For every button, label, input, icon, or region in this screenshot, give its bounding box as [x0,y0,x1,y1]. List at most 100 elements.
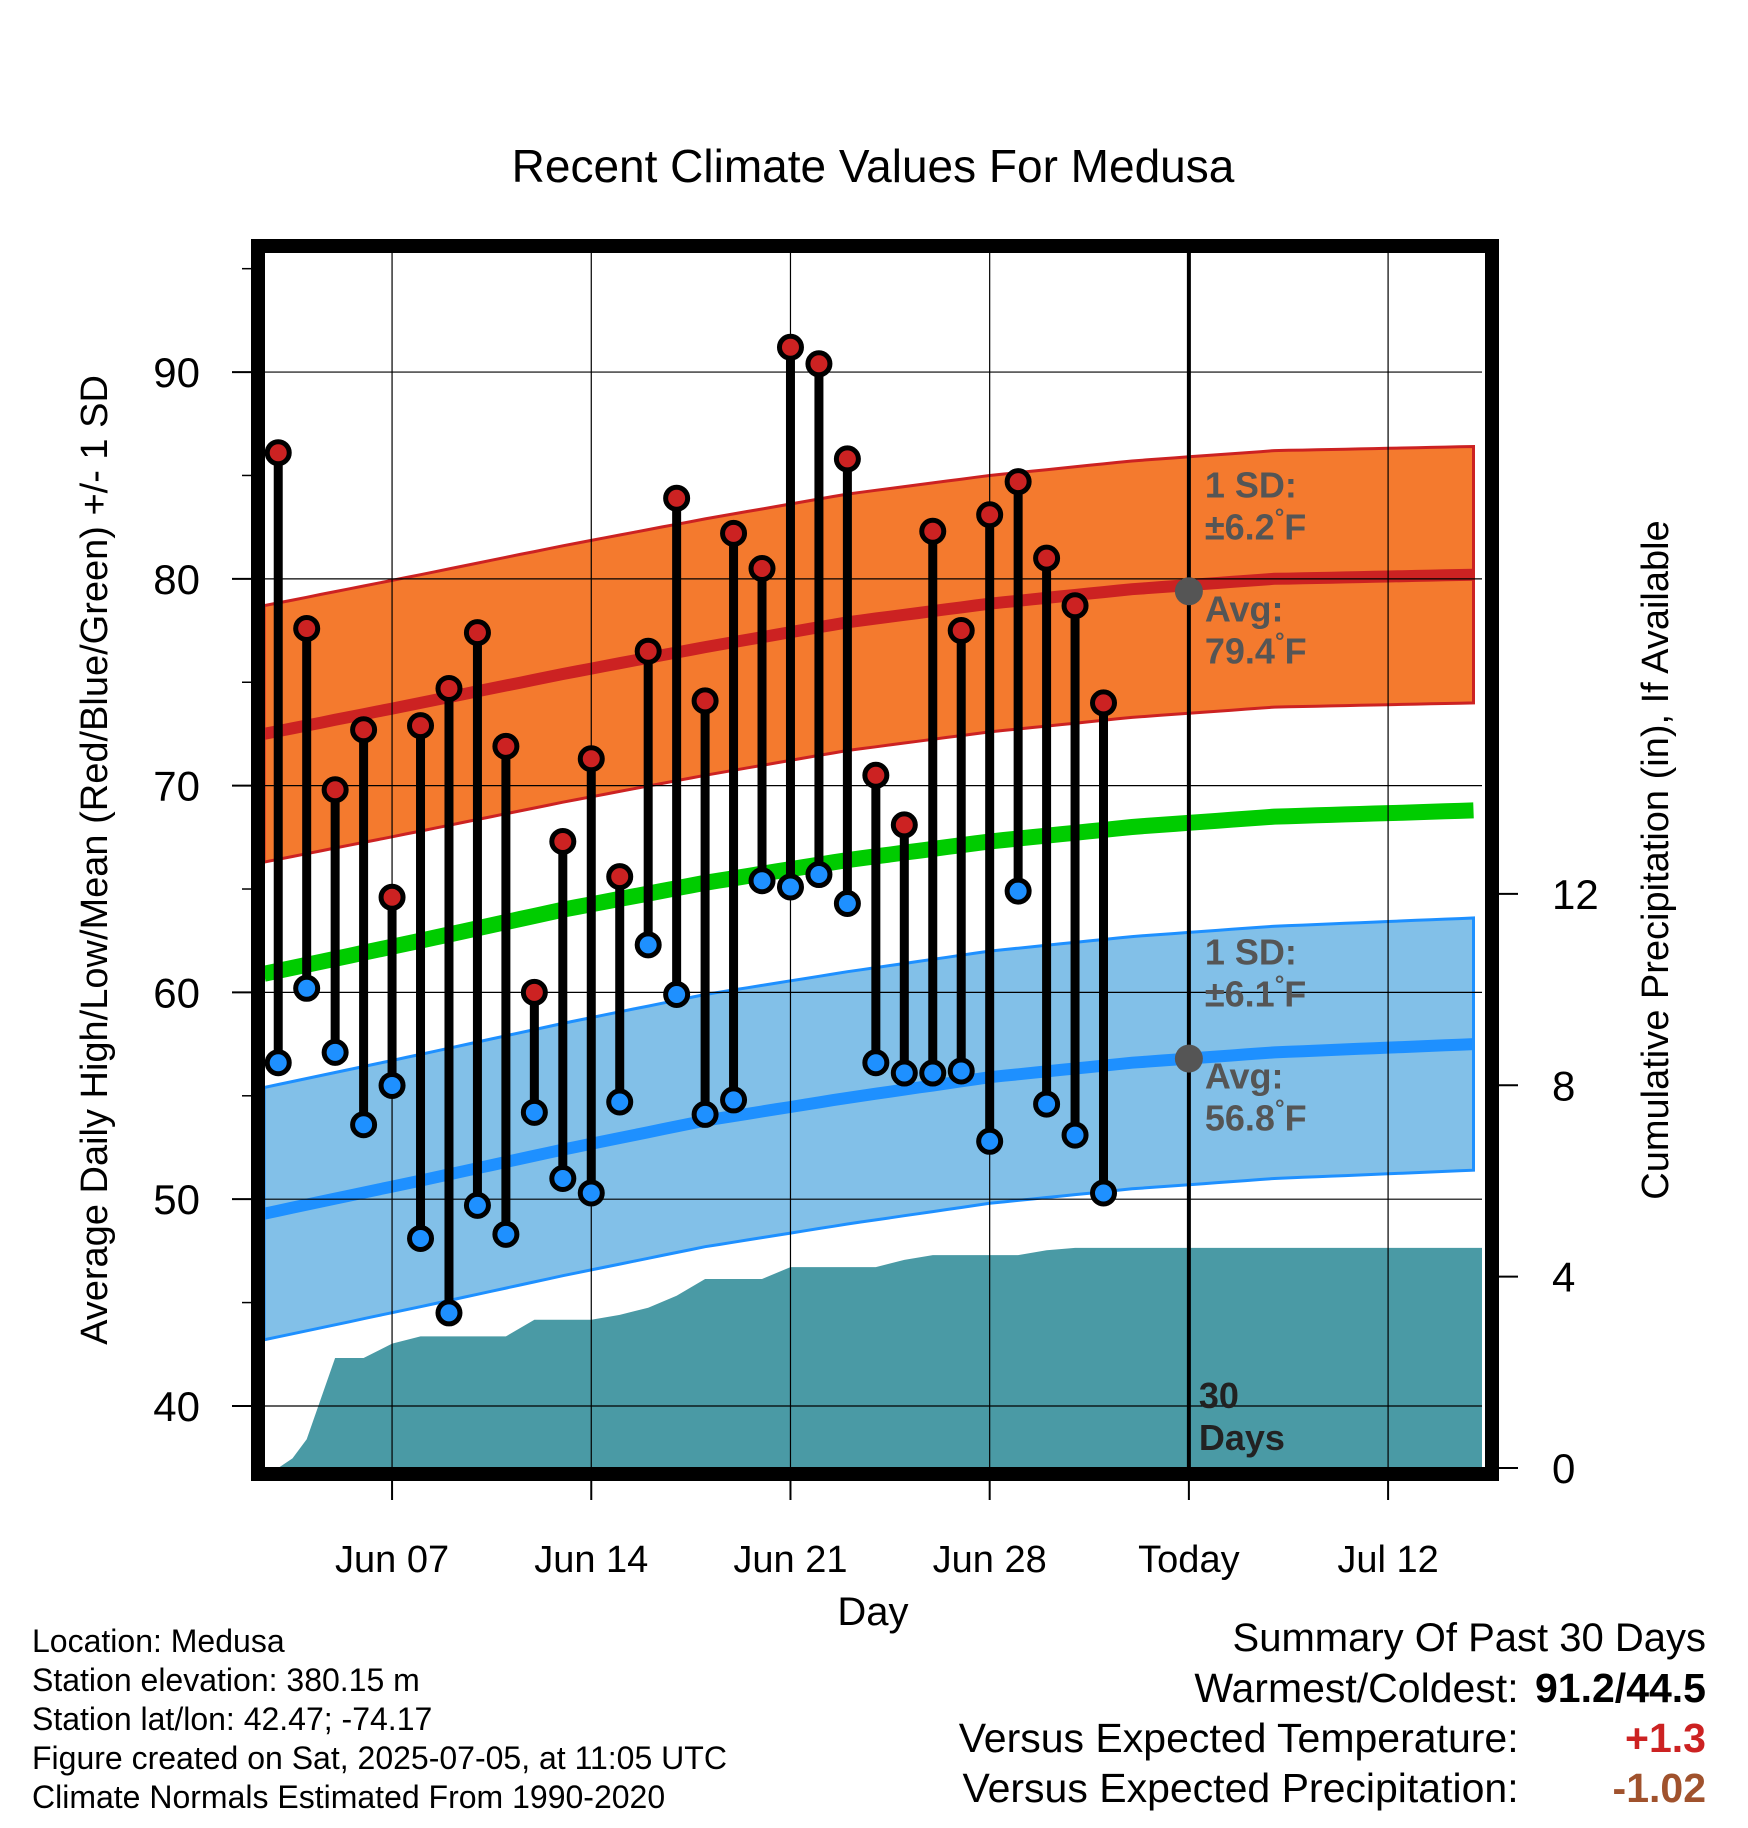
low-temp-point [577,1179,605,1207]
high-temp-point [919,517,947,545]
high-temp-point [720,519,748,547]
low-temp-point [1033,1090,1061,1118]
low-sd-label: 1 SD: [1205,932,1297,973]
high-temp-point [492,732,520,760]
high-temp-point [1090,689,1118,717]
x-tick-label: Jun 28 [933,1539,1047,1581]
low-temp-point [378,1071,406,1099]
low-temp-point [919,1059,947,1087]
low-avg-value: 56.8°F [1205,1096,1307,1139]
high-temp-point [634,637,662,665]
high-avg-label: Avg: [1205,588,1284,629]
x-axis-label: Day [837,1590,908,1634]
low-avg-label: Avg: [1205,1056,1284,1097]
warm-cold-value: 91.2/44.5 [1535,1665,1706,1711]
y-tick-label-left: 80 [153,556,200,603]
low-temp-point [720,1086,748,1114]
low-temp-point [549,1165,577,1193]
high-temp-point [663,484,691,512]
precip-row: Versus Expected Precipitation: -1.02 [959,1763,1707,1813]
high-temp-point [549,827,577,855]
y-tick-label-right: 12 [1552,871,1599,918]
normals-text: Climate Normals Estimated From 1990-2020 [32,1779,666,1815]
high-temp-point [862,761,890,789]
y-tick-label-left: 40 [153,1383,200,1430]
y-tick-label-right: 0 [1552,1445,1575,1492]
low-temp-point [805,861,833,889]
low-temp-point [862,1049,890,1077]
precip-label: Versus Expected Precipitation: [962,1765,1519,1811]
precip-value: -1.02 [1612,1765,1706,1811]
summary-title: Summary Of Past 30 Days [1232,1616,1706,1660]
latlon-text: Station lat/lon: 42.47; -74.17 [32,1701,433,1737]
y-tick-label-right: 4 [1552,1254,1575,1301]
high-temp-point [378,883,406,911]
high-temp-point [1004,468,1032,496]
y-axis-label-right: Cumulative Precipitation (in), If Availa… [1635,520,1677,1199]
high-temp-point [463,619,491,647]
normal-mean-line [264,802,1474,982]
chart-title: Recent Climate Values For Medusa [512,140,1235,192]
low-temp-point [350,1111,378,1139]
high-temp-point [350,716,378,744]
high-temp-point [1061,592,1089,620]
y-tick-label-right: 8 [1552,1062,1575,1109]
y-axis-label-left: Average Daily High/Low/Mean (Red/Blue/Gr… [74,375,116,1345]
window-days-label: 30 Days [1199,1375,1285,1458]
high-avg-value: 79.4°F [1205,628,1307,671]
x-tick-label: Today [1138,1539,1239,1581]
low-temp-point [407,1224,435,1252]
low-temp-point [634,931,662,959]
low-temp-point [293,974,321,1002]
low-temp-point [890,1059,918,1087]
x-tick-label: Jun 07 [335,1539,449,1581]
x-tick-label: Jun 21 [733,1539,847,1581]
low-temp-point [1004,877,1032,905]
low-temp-point [663,980,691,1008]
high-temp-point [577,745,605,773]
low-temp-point [264,1049,292,1077]
low-temp-point [976,1127,1004,1155]
high-temp-point [435,674,463,702]
low-temp-point [606,1088,634,1116]
low-avg-dot [1174,1044,1203,1073]
high-temp-point [606,863,634,891]
high-sd-value: ±6.2°F [1205,504,1306,547]
elevation-text: Station elevation: 380.15 m [32,1662,420,1698]
high-temp-point [1033,544,1061,572]
low-temp-point [1061,1121,1089,1149]
high-temp-point [407,712,435,740]
low-temp-point [691,1100,719,1128]
low-temp-point [776,873,804,901]
low-temp-point [321,1038,349,1066]
low-temp-point [748,867,776,895]
high-temp-point [805,350,833,378]
low-temp-point [435,1299,463,1327]
high-temp-point [833,445,861,473]
low-temp-point [520,1098,548,1126]
normal-low-line [264,1038,1474,1220]
high-temp-point [691,687,719,715]
y-tick-label-left: 70 [153,763,200,810]
temp-row: Versus Expected Temperature: +1.3 [959,1713,1706,1763]
low-temp-point [1090,1179,1118,1207]
warm-cold-row: Warmest/Coldest: 91.2/44.5 [959,1663,1706,1713]
created-text: Figure created on Sat, 2025-07-05, at 11… [32,1740,727,1776]
low-sd-value: ±6.1°F [1205,972,1306,1015]
high-temp-point [976,501,1004,529]
high-temp-point [947,617,975,645]
x-tick-label: Jun 14 [534,1539,648,1581]
high-temp-point [748,555,776,583]
plot-frame [251,239,1499,1481]
high-sd-label: 1 SD: [1205,464,1297,505]
high-temp-point [776,333,804,361]
y-tick-label-left: 50 [153,1176,200,1223]
station-info: Location: Medusa Station elevation: 380.… [32,1622,727,1817]
high-temp-point [293,614,321,642]
y-tick-label-left: 90 [153,349,200,396]
high-temp-point [890,811,918,839]
x-tick-label: Jul 12 [1337,1539,1438,1581]
high-sd-band [264,444,1475,864]
high-temp-point [321,776,349,804]
